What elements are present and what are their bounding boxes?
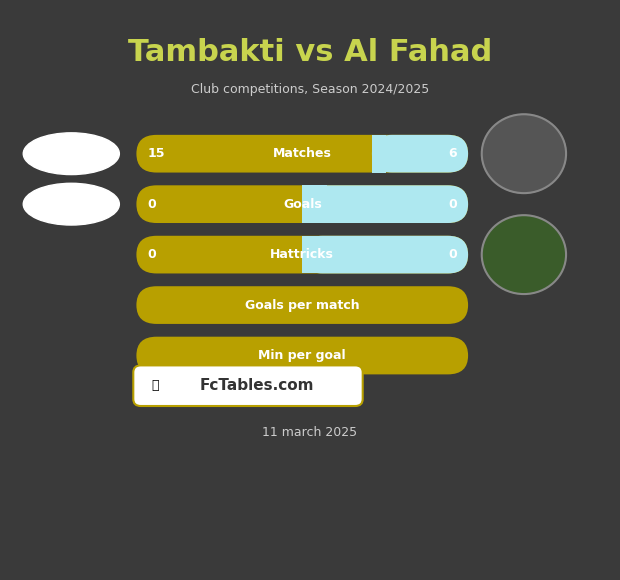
FancyBboxPatch shape: [303, 185, 468, 223]
Circle shape: [482, 215, 566, 294]
FancyBboxPatch shape: [136, 236, 468, 274]
Text: 0: 0: [148, 248, 156, 261]
Text: 0: 0: [148, 198, 156, 211]
Text: Matches: Matches: [273, 147, 332, 160]
Text: 11 march 2025: 11 march 2025: [262, 426, 358, 438]
Text: 📊: 📊: [151, 379, 159, 392]
FancyBboxPatch shape: [136, 336, 468, 375]
FancyBboxPatch shape: [303, 236, 327, 274]
Text: Goals per match: Goals per match: [245, 299, 360, 311]
FancyBboxPatch shape: [303, 236, 468, 274]
Text: Hattricks: Hattricks: [270, 248, 334, 261]
FancyBboxPatch shape: [136, 185, 468, 223]
Text: 6: 6: [448, 147, 457, 160]
FancyBboxPatch shape: [136, 287, 468, 324]
Text: Goals: Goals: [283, 198, 322, 211]
FancyBboxPatch shape: [136, 135, 468, 173]
Ellipse shape: [24, 133, 120, 175]
Text: 15: 15: [148, 147, 165, 160]
Text: FcTables.com: FcTables.com: [200, 378, 314, 393]
Text: Min per goal: Min per goal: [259, 349, 346, 362]
Text: Club competitions, Season 2024/2025: Club competitions, Season 2024/2025: [191, 84, 429, 96]
Ellipse shape: [24, 183, 120, 225]
Circle shape: [482, 114, 566, 193]
FancyBboxPatch shape: [303, 185, 327, 223]
Text: Tambakti vs Al Fahad: Tambakti vs Al Fahad: [128, 38, 492, 67]
Text: 0: 0: [448, 198, 457, 211]
FancyBboxPatch shape: [372, 135, 468, 173]
Text: 0: 0: [448, 248, 457, 261]
FancyBboxPatch shape: [372, 135, 386, 173]
FancyBboxPatch shape: [133, 365, 363, 406]
